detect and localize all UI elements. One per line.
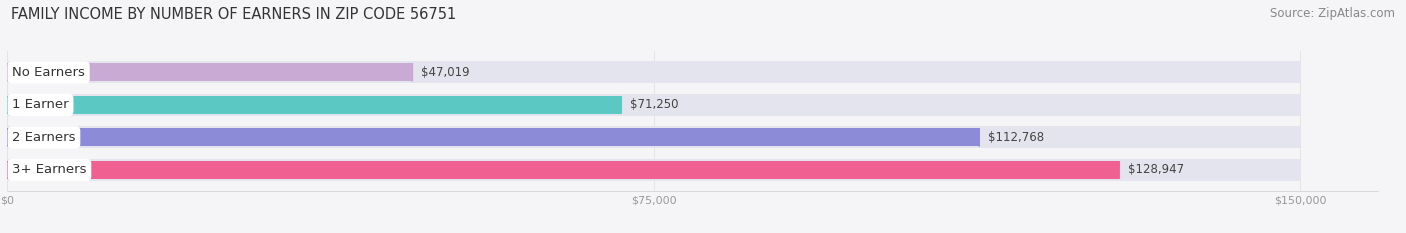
Text: $47,019: $47,019 <box>422 66 470 79</box>
Text: $71,250: $71,250 <box>630 98 679 111</box>
Bar <box>7 128 980 146</box>
Bar <box>7 94 1301 116</box>
Bar <box>7 159 1301 181</box>
Bar <box>7 63 412 81</box>
Text: 3+ Earners: 3+ Earners <box>13 163 87 176</box>
Bar <box>7 61 1301 83</box>
Text: $128,947: $128,947 <box>1128 163 1184 176</box>
Text: 2 Earners: 2 Earners <box>13 131 76 144</box>
Bar <box>7 126 1301 148</box>
Text: $112,768: $112,768 <box>988 131 1045 144</box>
Text: Source: ZipAtlas.com: Source: ZipAtlas.com <box>1270 7 1395 20</box>
Text: 1 Earner: 1 Earner <box>13 98 69 111</box>
Text: No Earners: No Earners <box>13 66 86 79</box>
Bar <box>7 161 1119 179</box>
Bar <box>7 96 621 114</box>
Text: FAMILY INCOME BY NUMBER OF EARNERS IN ZIP CODE 56751: FAMILY INCOME BY NUMBER OF EARNERS IN ZI… <box>11 7 457 22</box>
